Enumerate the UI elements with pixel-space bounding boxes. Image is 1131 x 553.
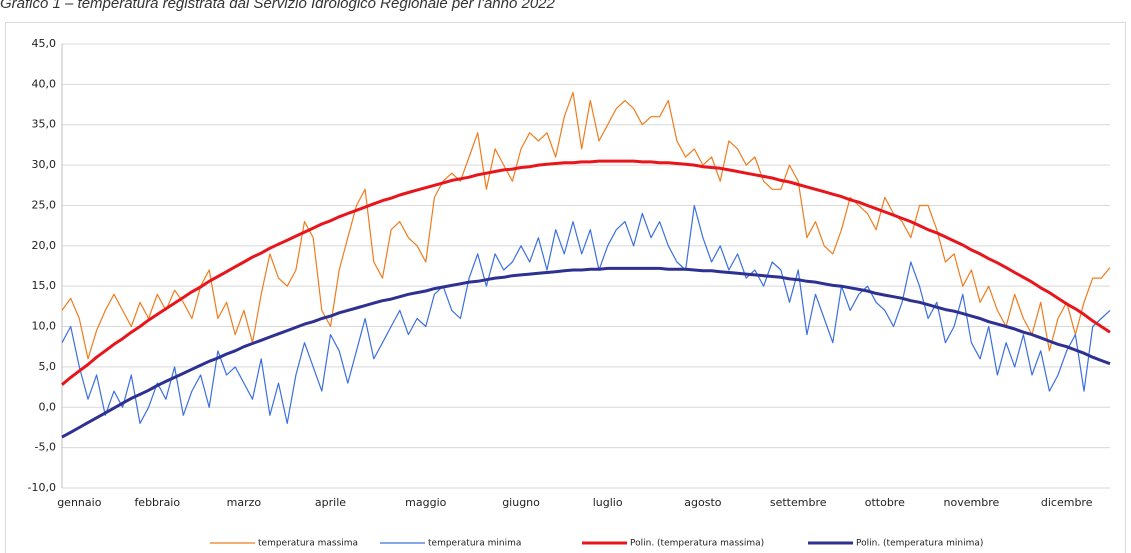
x-tick-label: agosto bbox=[684, 496, 721, 509]
y-tick-label: 40,0 bbox=[32, 77, 57, 90]
y-tick-label: 10,0 bbox=[32, 320, 57, 333]
y-tick-label: 5,0 bbox=[39, 360, 57, 373]
legend-label: temperatura minima bbox=[428, 539, 521, 549]
legend-label: temperatura massima bbox=[258, 539, 358, 549]
chart-title: Grafico 1 – temperatura registrata dal S… bbox=[0, 0, 556, 12]
y-tick-label: 45,0 bbox=[32, 37, 57, 50]
x-tick-label: aprile bbox=[315, 496, 346, 509]
series-line bbox=[61, 204, 1111, 424]
x-tick-label: dicembre bbox=[1041, 496, 1093, 509]
x-tick-label: novembre bbox=[944, 496, 1000, 509]
x-tick-label: gennaio bbox=[57, 496, 101, 509]
y-tick-label: 15,0 bbox=[32, 279, 57, 292]
y-tick-label: -5,0 bbox=[35, 441, 56, 454]
x-tick-label: settembre bbox=[770, 496, 827, 509]
y-tick-label: 25,0 bbox=[32, 198, 57, 211]
y-tick-label: 30,0 bbox=[32, 158, 57, 171]
series-line bbox=[61, 91, 1111, 360]
y-tick-label: 35,0 bbox=[32, 118, 57, 131]
series-line bbox=[61, 159, 1111, 386]
legend-label: Polin. (temperatura massima) bbox=[630, 539, 764, 549]
y-tick-label: 0,0 bbox=[39, 400, 57, 413]
x-tick-label: ottobre bbox=[865, 496, 905, 509]
x-tick-label: maggio bbox=[405, 496, 446, 509]
series-line bbox=[61, 266, 1111, 439]
x-tick-label: luglio bbox=[593, 496, 623, 509]
x-tick-label: marzo bbox=[227, 496, 262, 509]
x-tick-label: febbraio bbox=[134, 496, 180, 509]
legend-label: Polin. (temperatura minima) bbox=[856, 539, 983, 549]
x-tick-label: giugno bbox=[502, 496, 540, 509]
y-tick-label: -10,0 bbox=[28, 481, 56, 494]
y-tick-label: 20,0 bbox=[32, 239, 57, 252]
chart-frame bbox=[5, 22, 1126, 553]
